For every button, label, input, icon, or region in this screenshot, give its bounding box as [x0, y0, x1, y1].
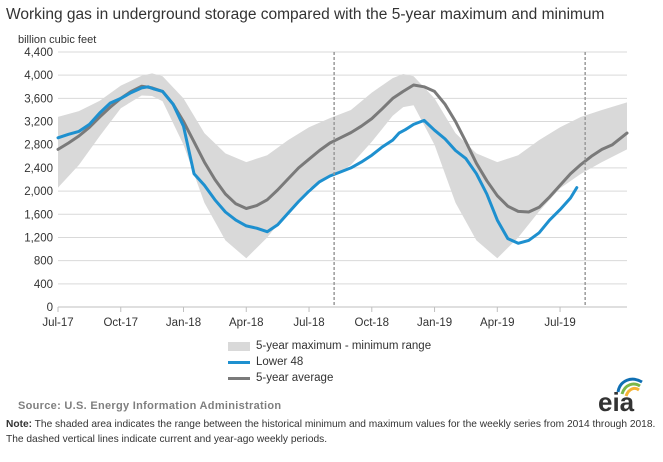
legend-label-range: 5-year maximum - minimum range [256, 340, 432, 352]
y-tick-label: 4,400 [24, 47, 53, 59]
legend-label-lower48: Lower 48 [256, 356, 304, 368]
y-tick-label: 0 [47, 302, 53, 314]
y-tick-label: 2,800 [24, 140, 53, 152]
note-body: The shaded area indicates the range betw… [6, 419, 656, 445]
legend-swatch-lower48 [228, 360, 250, 364]
chart-title: Working gas in underground storage compa… [6, 6, 605, 23]
y-tick-label: 3,200 [24, 117, 53, 129]
series-line-lower48 [56, 85, 579, 245]
x-axis-ticks: Jul-17 Oct-17 Jan-18 Apr-18 Jul-18 Oct-18 Jan-… [42, 307, 576, 329]
x-tick-label: Jan-18 [166, 317, 201, 329]
eia-logo-icon: eia [598, 377, 643, 414]
y-tick-label: 400 [34, 279, 53, 291]
legend-swatch-range [228, 341, 250, 351]
x-tick-label: Jan-19 [417, 317, 452, 329]
y-tick-label: 2,400 [24, 163, 53, 175]
x-tick-label: Jul-18 [293, 317, 324, 329]
x-tick-label: Apr-19 [480, 317, 515, 329]
source-text: Source: U.S. Energy Information Administ… [18, 400, 282, 412]
svg-text:eia: eia [598, 387, 635, 414]
x-tick-label: Apr-18 [229, 317, 264, 329]
storage-chart: 0 400 800 1,200 1,600 2,000 2,400 2,800 3,200 3,6… [24, 47, 629, 329]
plot-area [56, 73, 629, 259]
y-tick-label: 1,200 [24, 232, 53, 244]
x-tick-label: Jul-19 [544, 317, 575, 329]
legend-swatch-avg [228, 376, 250, 380]
y-axis-unit-label: billion cubic feet [18, 34, 97, 46]
legend-item-avg: 5-year average [228, 370, 431, 386]
dashed-period-lines [333, 52, 586, 307]
y-tick-label: 800 [34, 256, 53, 268]
x-tick-label: Oct-17 [103, 317, 138, 329]
legend-label-avg: 5-year average [256, 372, 334, 384]
y-tick-label: 1,600 [24, 209, 53, 221]
note-label: Note: [6, 419, 33, 430]
legend: 5-year maximum - minimum range Lower 48 … [228, 338, 431, 386]
x-tick-label: Oct-18 [355, 317, 390, 329]
y-axis-ticks: 0 400 800 1,200 1,600 2,000 2,400 2,800 3,200 3,6… [24, 47, 53, 314]
range-band [58, 73, 627, 259]
legend-item-range: 5-year maximum - minimum range [228, 338, 431, 354]
y-tick-label: 2,000 [24, 186, 53, 198]
legend-item-lower48: Lower 48 [228, 354, 431, 370]
x-tick-label: Jul-17 [42, 317, 73, 329]
y-tick-label: 3,600 [24, 93, 53, 105]
note-text: Note: The shaded area indicates the rang… [6, 417, 656, 447]
y-tick-label: 4,000 [24, 70, 53, 82]
